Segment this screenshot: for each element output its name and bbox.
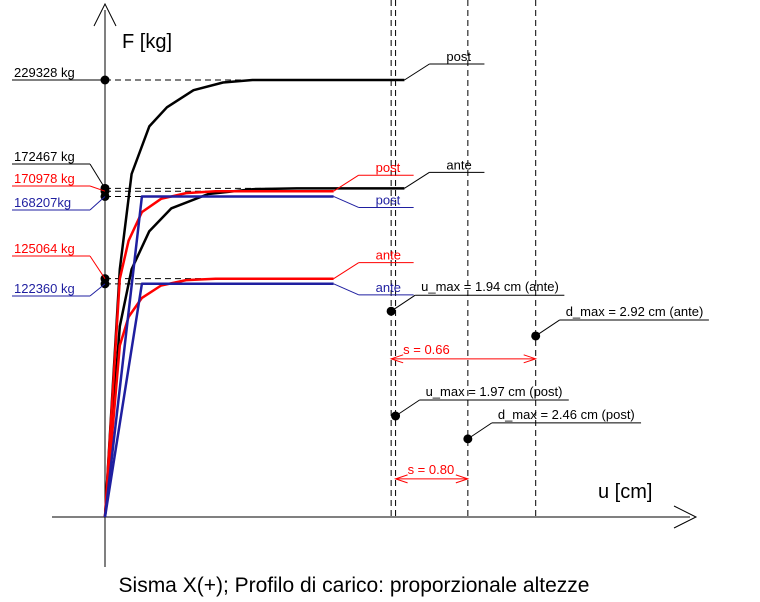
annotations: 229328 kg 172467 kg 170978 kg 168207kg 12506… <box>12 49 709 484</box>
y-axis-arrow <box>93 2 117 27</box>
curve-tag-leader-3 <box>333 196 359 208</box>
span-arrow-right-1 <box>455 474 470 484</box>
displacement-label-1: d_max = 2.92 cm (ante) <box>566 304 704 319</box>
displacement-label-3: d_max = 2.46 cm (post) <box>498 407 635 422</box>
force-label-3: 168207kg <box>14 195 71 210</box>
x-axis-arrow <box>673 505 698 529</box>
force-label-leader-4 <box>89 255 106 279</box>
curve-tag-leader-5 <box>333 283 359 296</box>
curve-tag-leader-1 <box>404 171 430 189</box>
curves <box>103 78 405 518</box>
force-label-1: 172467 kg <box>14 149 75 164</box>
displacement-label-2: u_max = 1.97 cm (post) <box>426 384 563 399</box>
curve-tag-2: post <box>376 160 401 175</box>
span-label-0: s = 0.66 <box>403 342 450 357</box>
capacity-curve-4 <box>103 195 334 518</box>
capacity-curve-2 <box>103 189 334 518</box>
displacement-label-0: u_max = 1.94 cm (ante) <box>421 279 559 294</box>
force-label-5: 122360 kg <box>14 281 75 296</box>
curve-tag-3: post <box>376 192 401 207</box>
force-label-leader-1 <box>89 163 106 189</box>
span-arrow-right-0 <box>523 354 538 364</box>
capacity-curve-0 <box>103 78 405 518</box>
curve-tag-5: ante <box>376 280 401 295</box>
chart-title: Sisma X(+); Profilo di carico: proporzio… <box>119 574 590 597</box>
displacement-leader-2 <box>395 399 420 417</box>
displacement-leader-1 <box>535 319 560 337</box>
span-label-1: s = 0.80 <box>408 462 455 477</box>
curve-tag-leader-2 <box>333 174 359 192</box>
curve-tag-4: ante <box>376 248 401 263</box>
curve-tag-leader-4 <box>333 262 359 280</box>
displacement-leader-0 <box>390 294 416 312</box>
capacity-curve-3 <box>103 277 334 518</box>
force-label-leader-5 <box>89 283 106 297</box>
span-arrow-left-1 <box>393 474 408 484</box>
span-arrow-left-0 <box>389 354 404 364</box>
y-axis-label: F [kg] <box>122 31 172 53</box>
axes: F [kg] u [cm] <box>52 2 698 567</box>
capacity-curve-5 <box>103 282 334 518</box>
force-label-0: 229328 kg <box>14 65 75 80</box>
force-label-leader-2 <box>89 185 106 192</box>
curve-tag-leader-0 <box>404 63 430 81</box>
force-label-4: 125064 kg <box>14 241 75 256</box>
force-label-leader-3 <box>89 196 106 211</box>
force-label-2: 170978 kg <box>14 171 75 186</box>
x-axis-label: u [cm] <box>598 481 652 503</box>
capacity-curve-1 <box>103 187 405 518</box>
displacement-leader-3 <box>467 422 493 440</box>
curve-tag-0: post <box>446 49 471 64</box>
curve-tag-1: ante <box>446 157 471 172</box>
